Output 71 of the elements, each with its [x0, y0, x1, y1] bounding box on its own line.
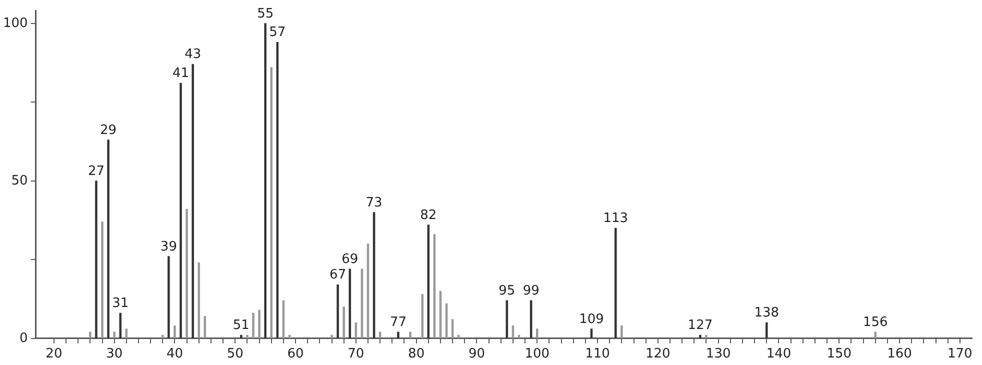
bar — [342, 306, 345, 338]
x-tick-label: 140 — [766, 346, 792, 362]
x-tick-label: 60 — [287, 346, 304, 362]
x-tick-label: 110 — [585, 346, 610, 362]
bar — [397, 332, 400, 338]
annotation: 51 — [232, 318, 250, 334]
annotation: 138 — [754, 306, 780, 321]
bar — [162, 334, 164, 338]
bar — [264, 23, 266, 338]
x-tick-label: 80 — [408, 346, 425, 362]
x-tick-label: 120 — [646, 346, 670, 362]
annotation: 73 — [366, 195, 382, 210]
annotation: 82 — [420, 208, 437, 223]
bar — [874, 332, 876, 338]
annotation: 127 — [688, 318, 713, 334]
annotation: 99 — [522, 283, 540, 298]
annotation: 27 — [88, 164, 104, 179]
y-tick-label: 50 — [11, 173, 28, 188]
annotation: 156 — [862, 314, 888, 330]
bar — [168, 256, 170, 338]
x-tick-label: 170 — [948, 346, 972, 362]
annotation: 67 — [330, 268, 346, 283]
bar — [107, 140, 110, 338]
bar — [113, 332, 116, 338]
bar — [240, 334, 242, 338]
bar — [421, 294, 424, 338]
annotation: 57 — [269, 25, 286, 40]
x-tick-label: 50 — [226, 346, 244, 362]
bar — [614, 228, 617, 338]
annotation: 113 — [603, 211, 628, 226]
bar — [192, 64, 194, 338]
annotation: 55 — [257, 6, 274, 22]
x-tick-label: 40 — [166, 346, 184, 362]
bar — [246, 334, 248, 338]
x-tick-label: 90 — [468, 346, 485, 362]
x-tick-label: 130 — [706, 346, 731, 362]
x-tick-label: 160 — [887, 346, 912, 362]
x-tick-label: 100 — [524, 346, 550, 362]
annotation: 29 — [100, 122, 117, 138]
x-tick-label: 20 — [46, 346, 62, 362]
bar — [101, 222, 104, 338]
bar — [766, 322, 768, 338]
bar — [180, 82, 182, 338]
bar — [270, 67, 272, 338]
x-tick-label: 30 — [106, 346, 123, 362]
bar — [330, 334, 333, 338]
bar — [174, 325, 176, 338]
y-tick-label: 0 — [20, 330, 28, 346]
bar — [186, 208, 188, 338]
annotation: 31 — [112, 296, 129, 312]
bar — [95, 180, 98, 338]
annotation: 39 — [160, 239, 177, 254]
annotation: 69 — [342, 252, 358, 267]
bar — [258, 310, 260, 338]
x-tick-label: 150 — [826, 346, 852, 362]
annotation: 43 — [184, 47, 202, 62]
bar — [89, 332, 92, 338]
y-tick-label: 100 — [2, 16, 28, 31]
bar — [705, 334, 708, 338]
x-tick-label: 70 — [348, 346, 364, 362]
bar — [620, 325, 623, 338]
bar — [536, 328, 538, 338]
bar — [409, 332, 412, 338]
bar — [336, 284, 339, 338]
annotation: 109 — [579, 312, 604, 327]
annotation: 95 — [498, 283, 516, 298]
annotation: 77 — [390, 314, 406, 330]
annotation: 41 — [172, 66, 190, 82]
bar — [252, 312, 254, 338]
bar — [119, 312, 122, 338]
bar — [699, 334, 702, 338]
